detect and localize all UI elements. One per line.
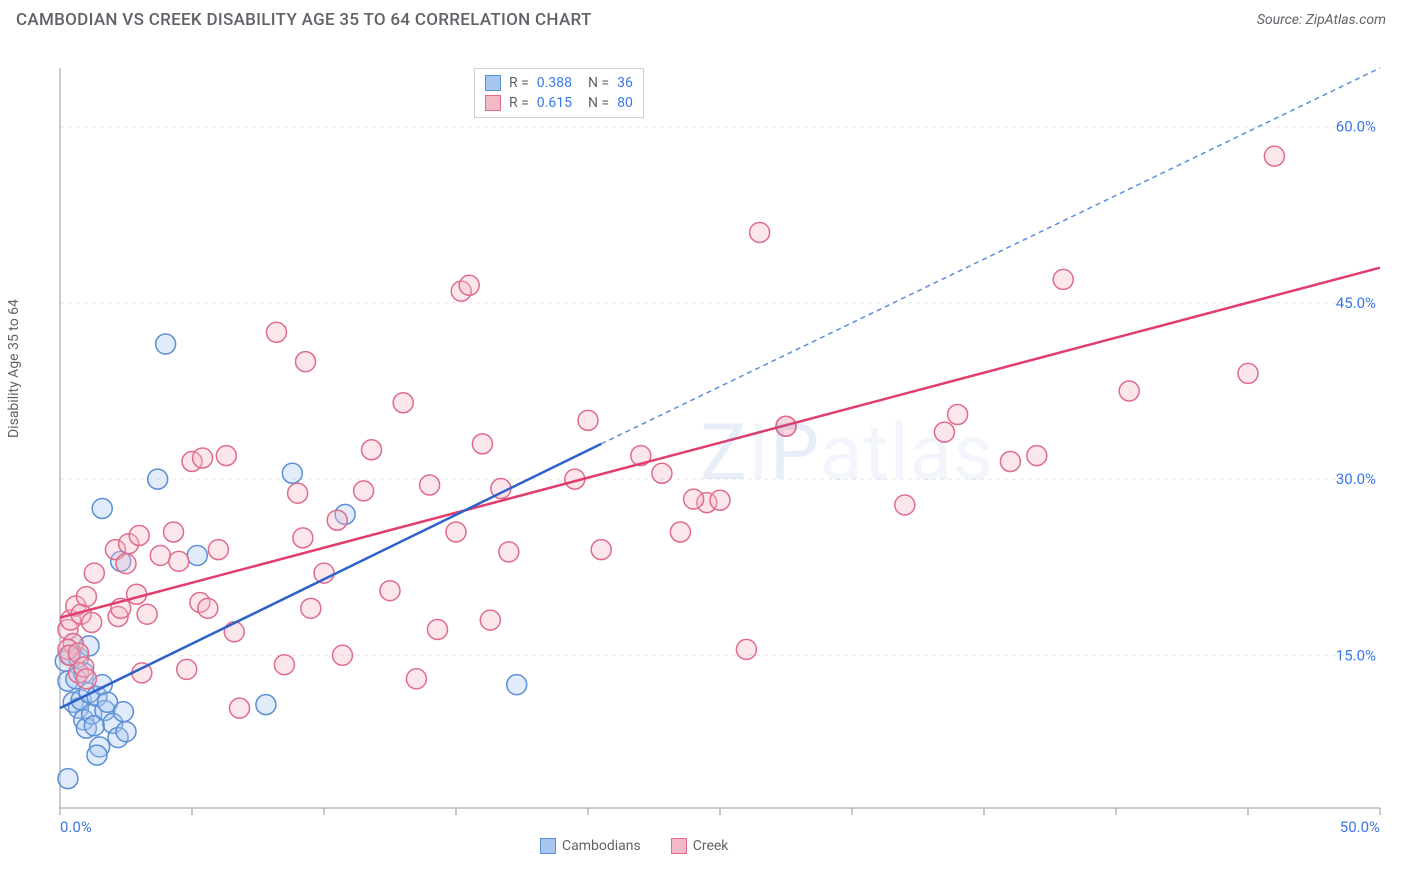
legend-bottom: Cambodians Creek <box>540 838 728 854</box>
legend-item-cambodians: Cambodians <box>540 838 641 854</box>
legend-swatch-creek <box>671 838 687 854</box>
chart-source: Source: ZipAtlas.com <box>1257 12 1386 28</box>
svg-text:30.0%: 30.0% <box>1336 470 1376 488</box>
svg-text:15.0%: 15.0% <box>1336 646 1376 664</box>
chart-title: CAMBODIAN VS CREEK DISABILITY AGE 35 TO … <box>16 10 592 30</box>
chart-area: Disability Age 35 to 64 15.0% 30.0% 45.0% 6… <box>0 38 1406 888</box>
stats-row-cambodians: R = 0.388 N = 36 <box>485 73 633 93</box>
swatch-cambodians <box>485 75 501 91</box>
svg-text:0.0%: 0.0% <box>60 818 92 836</box>
legend-label-creek: Creek <box>693 838 729 854</box>
legend-swatch-cambodians <box>540 838 556 854</box>
svg-text:50.0%: 50.0% <box>1340 818 1380 836</box>
svg-text:60.0%: 60.0% <box>1336 118 1376 136</box>
legend-label-cambodians: Cambodians <box>562 838 641 854</box>
correlation-stats-box: R = 0.388 N = 36 R = 0.615 N = 80 <box>474 68 644 118</box>
swatch-creek <box>485 95 501 111</box>
scatter-plot: 15.0% 30.0% 45.0% 60.0% 0.0% 50.0% <box>40 38 1400 868</box>
svg-text:45.0%: 45.0% <box>1336 294 1376 312</box>
stats-row-creek: R = 0.615 N = 80 <box>485 93 633 113</box>
y-axis-label: Disability Age 35 to 64 <box>6 299 22 438</box>
chart-header: CAMBODIAN VS CREEK DISABILITY AGE 35 TO … <box>0 0 1406 38</box>
legend-item-creek: Creek <box>671 838 729 854</box>
